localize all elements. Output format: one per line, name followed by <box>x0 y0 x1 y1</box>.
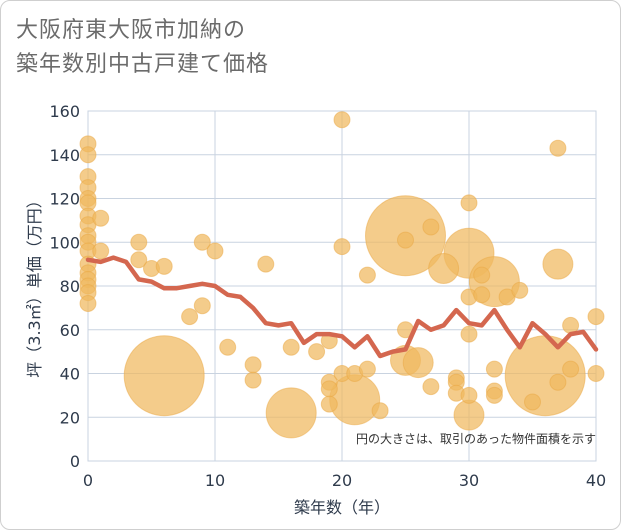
bubble-point <box>587 365 605 382</box>
bubble-point <box>524 393 541 411</box>
title-line-2: 築年数別中古戸建て価格 <box>16 52 270 77</box>
bubble-point <box>320 395 338 413</box>
x-tick-label: 40 <box>586 471 606 490</box>
y-tick-label: 120 <box>49 190 80 209</box>
bubble-point <box>562 360 580 378</box>
bubble-point <box>358 360 376 378</box>
bubble-point <box>193 233 211 251</box>
y-tick-label: 40 <box>60 365 80 384</box>
bubble-point <box>460 325 478 343</box>
title-line-1: 大阪府東大阪市加納の <box>16 18 247 43</box>
y-tick-label: 140 <box>49 146 80 165</box>
bubble-point <box>428 253 460 284</box>
bubble-point <box>485 386 503 404</box>
bubble-point <box>282 338 300 356</box>
bubble-point <box>397 231 414 249</box>
trend-line-layer <box>85 255 599 359</box>
bubble-point <box>130 251 148 269</box>
bubble-point <box>453 399 485 431</box>
y-tick-label: 80 <box>60 277 80 296</box>
bubble-point <box>181 308 199 326</box>
bubble-point <box>473 286 491 304</box>
y-tick-label: 20 <box>60 408 80 427</box>
bubble-point <box>511 281 529 299</box>
bubble-point <box>244 371 262 389</box>
bubble-point <box>130 233 148 251</box>
average-price-line <box>85 255 599 359</box>
x-axis-label: 築年数（年） <box>294 498 390 517</box>
x-tick-label: 10 <box>205 471 225 490</box>
bubble-point <box>320 380 338 398</box>
bubble-point <box>155 257 173 275</box>
bubble-point <box>402 347 434 379</box>
bubble-point <box>123 335 205 417</box>
x-tick-label: 0 <box>83 471 93 490</box>
x-tick-label: 30 <box>459 471 479 490</box>
bubble-point <box>549 373 567 391</box>
tick-labels: 0 20 40 60 80 100 120 140 160 0 10 20 30 40 <box>49 102 606 490</box>
bubble-point <box>460 194 478 212</box>
bubble-point <box>265 387 317 439</box>
bubble-point <box>549 139 567 157</box>
bubble-point <box>542 248 574 280</box>
bubble-point <box>358 266 376 284</box>
bubble-point <box>473 266 491 284</box>
y-tick-label: 0 <box>70 452 80 471</box>
y-tick-label: 60 <box>60 321 80 340</box>
bubble-point <box>460 386 478 404</box>
bubble-point <box>333 238 351 256</box>
x-tick-label: 20 <box>332 471 352 490</box>
y-tick-label: 160 <box>49 102 80 121</box>
bubble-point <box>422 378 440 396</box>
bubble-layer <box>79 111 605 439</box>
bubble-point <box>79 146 97 164</box>
bubble-point <box>587 308 605 326</box>
bubble-point <box>79 295 97 312</box>
y-axis-label: 坪（3.3㎡）単価（万円） <box>25 192 44 377</box>
bubble-point <box>92 242 110 260</box>
chart-title: 大阪府東大阪市加納の 築年数別中古戸建て価格 <box>16 14 576 82</box>
bubble-point <box>219 338 237 356</box>
size-note: 円の大きさは、取引のあった物件面積を示す <box>356 431 596 446</box>
bubble-point <box>206 242 224 260</box>
bubble-point <box>333 111 351 129</box>
bubble-point <box>422 218 440 236</box>
bubble-point <box>371 402 389 420</box>
bubble-point <box>308 343 326 361</box>
bubble-point <box>485 360 503 378</box>
bubble-point <box>193 297 211 315</box>
y-tick-label: 100 <box>49 233 80 252</box>
bubble-point <box>244 356 262 374</box>
bubble-point <box>92 209 110 227</box>
bubble-point <box>257 255 275 273</box>
